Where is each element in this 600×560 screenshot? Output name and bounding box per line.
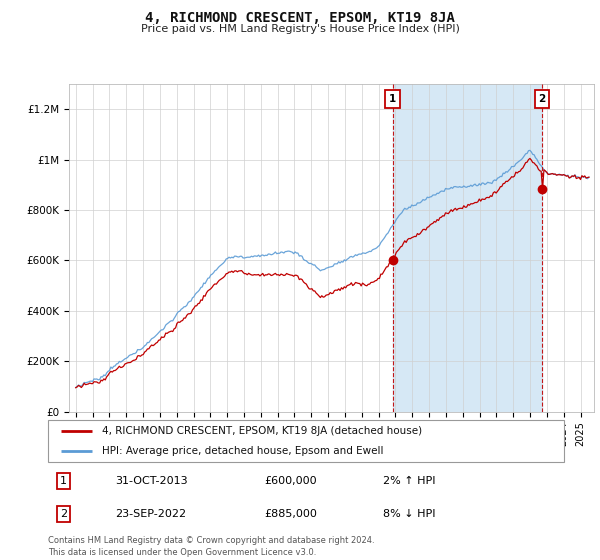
Text: 31-OCT-2013: 31-OCT-2013 [115,476,188,486]
Text: 4, RICHMOND CRESCENT, EPSOM, KT19 8JA: 4, RICHMOND CRESCENT, EPSOM, KT19 8JA [145,11,455,25]
Bar [392,84,542,412]
Text: HPI: Average price, detached house, Epsom and Ewell: HPI: Average price, detached house, Epso… [102,446,383,456]
Text: Price paid vs. HM Land Registry's House Price Index (HPI): Price paid vs. HM Land Registry's House … [140,24,460,34]
Text: 8% ↓ HPI: 8% ↓ HPI [383,509,436,519]
Text: 2: 2 [60,509,67,519]
Text: £885,000: £885,000 [265,509,317,519]
Text: 1: 1 [389,94,396,104]
Text: 2% ↑ HPI: 2% ↑ HPI [383,476,436,486]
Text: 23-SEP-2022: 23-SEP-2022 [115,509,186,519]
Text: Contains HM Land Registry data © Crown copyright and database right 2024.
This d: Contains HM Land Registry data © Crown c… [48,536,374,557]
Text: 1: 1 [60,476,67,486]
Text: 4, RICHMOND CRESCENT, EPSOM, KT19 8JA (detached house): 4, RICHMOND CRESCENT, EPSOM, KT19 8JA (d… [102,426,422,436]
Text: £600,000: £600,000 [265,476,317,486]
Text: 2: 2 [539,94,546,104]
